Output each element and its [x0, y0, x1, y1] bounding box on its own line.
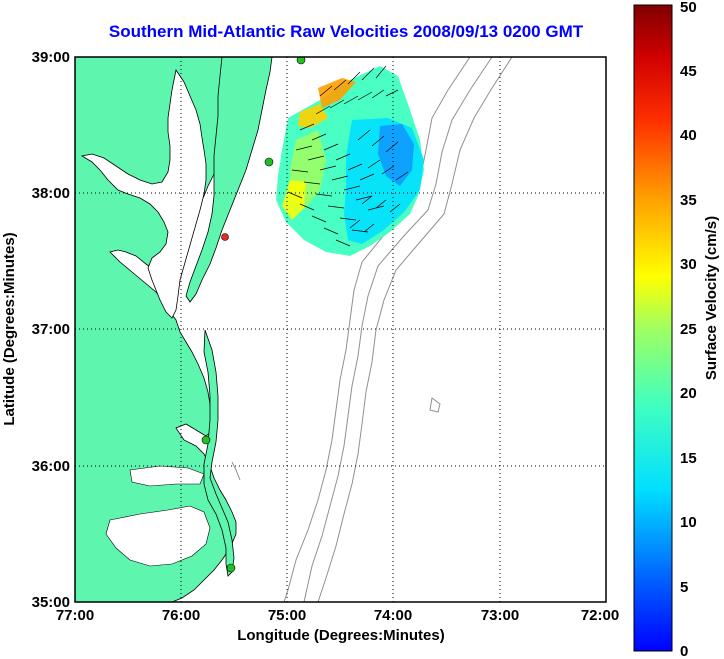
station-marker [201, 435, 211, 445]
land-peninsula [185, 57, 273, 303]
pamlico-sound [105, 505, 211, 567]
colorbar-label: Surface Velocity (cm/s) [703, 216, 720, 380]
y-tick-label: 39:00 [32, 49, 70, 66]
bathymetry-contours [231, 57, 513, 602]
x-tick-label: 75:00 [268, 607, 306, 624]
albemarle-sound [129, 465, 205, 487]
x-tick-label: 72:00 [581, 607, 619, 624]
y-tick-label: 35:00 [32, 594, 70, 611]
y-tick-label: 37:00 [32, 321, 70, 338]
colorbar-tick-label: 15 [680, 450, 697, 467]
y-tick-label: 36:00 [32, 458, 70, 475]
x-tick-label: 76:00 [162, 607, 200, 624]
land-outer-banks [203, 329, 235, 577]
x-axis-label: Longitude (Degrees:Minutes) [237, 627, 445, 644]
station-marker [226, 563, 236, 573]
plot-frame [74, 56, 607, 603]
colorbar-tick-label: 45 [680, 63, 697, 80]
map-title: Southern Mid-Atlantic Raw Velocities 200… [108, 22, 584, 41]
colorbar-tick-label: 20 [680, 385, 697, 402]
colorbar-tick-label: 25 [680, 321, 697, 338]
station-markers [201, 57, 306, 573]
colorbar-tick-label: 50 [680, 0, 697, 16]
colorbar-tick-label: 0 [680, 643, 688, 659]
colorbar-tick-label: 10 [680, 514, 697, 531]
velocity-field [276, 65, 424, 256]
grid-lines [75, 57, 606, 602]
station-marker [221, 233, 229, 241]
station-marker [264, 157, 274, 167]
y-tick-label: 38:00 [32, 185, 70, 202]
colorbar [633, 4, 673, 652]
chesapeake-bay [80, 68, 207, 319]
x-tick-label: 73:00 [481, 607, 519, 624]
colorbar-tick-label: 5 [680, 579, 688, 596]
velocity-vectors [287, 65, 409, 247]
station-marker [296, 57, 306, 65]
land-mainland [75, 57, 273, 602]
colorbar-tick-label: 30 [680, 256, 697, 273]
x-tick-label: 74:00 [374, 607, 412, 624]
colorbar-tick-label: 40 [680, 127, 697, 144]
y-axis-label: Latitude (Degrees:Minutes) [1, 232, 18, 425]
x-tick-label: 77:00 [56, 607, 94, 624]
colorbar-tick-label: 35 [680, 192, 697, 209]
